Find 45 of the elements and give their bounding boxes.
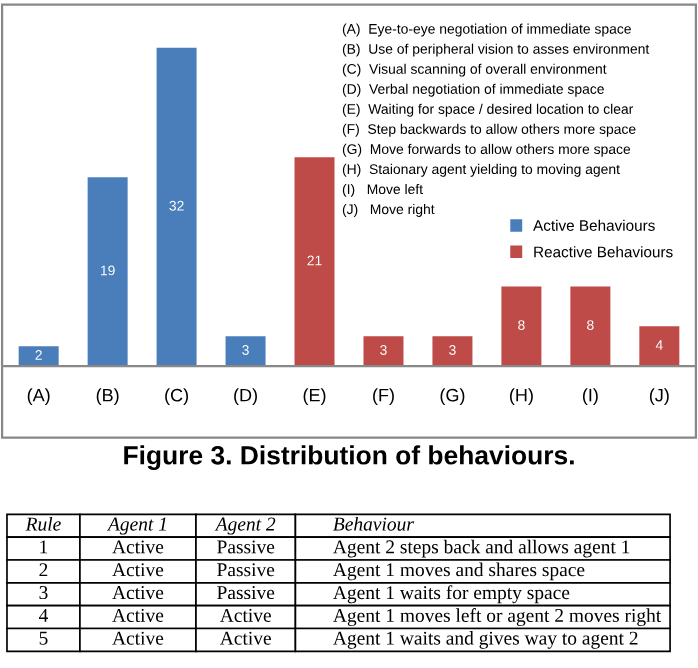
text: 1 — [40, 540, 48, 554]
text: Agent 2 — [214, 517, 276, 535]
text: Active — [112, 540, 164, 554]
bar — [639, 326, 680, 367]
text: 4 — [38, 608, 49, 622]
x-tick-label: (H) — [509, 388, 533, 406]
text: Agent 1 moves left or agent 2 moves right — [333, 608, 662, 627]
text: Agent 1 — [106, 517, 166, 535]
caption: Figure 3. Distribution of behaviours. — [124, 445, 574, 470]
text: 3 — [39, 586, 48, 600]
bar — [432, 336, 473, 367]
text: Passive — [217, 563, 275, 577]
x-tick-label: (C) — [165, 388, 189, 406]
bar — [501, 286, 542, 367]
text: Active — [112, 586, 164, 600]
bar — [156, 47, 197, 367]
x-tick-label: (F) — [373, 388, 394, 406]
text: Passive — [217, 540, 275, 554]
bar — [18, 346, 59, 367]
x-tick-label: (D) — [234, 388, 257, 406]
text: Passive — [217, 586, 275, 600]
text: Behaviour — [333, 516, 414, 531]
text: Active — [112, 631, 164, 645]
x-tick-label: (A) — [27, 388, 50, 406]
text: Agent 1 waits and gives way to agent 2 — [333, 631, 638, 649]
text: 2 — [39, 563, 48, 577]
x-tick-label: (G) — [440, 388, 465, 406]
text: Active — [112, 608, 164, 622]
x-tick-label: (J) — [649, 388, 669, 406]
text: Active — [219, 631, 271, 645]
text: Agent 2 steps back and allows agent 1 — [333, 539, 630, 558]
text: Active — [219, 608, 271, 622]
text: Rule — [25, 516, 61, 531]
text: Active — [112, 563, 164, 577]
text: Agent 1 waits for empty space — [333, 585, 570, 604]
text: Agent 1 moves and shares space — [333, 562, 585, 581]
x-tick-label: (B) — [96, 388, 119, 406]
bar — [225, 336, 266, 367]
bar — [294, 157, 335, 367]
bar — [570, 286, 611, 367]
x-tick-label: (I) — [582, 388, 598, 406]
text: 5 — [39, 631, 48, 645]
x-tick-label: (E) — [303, 388, 326, 406]
bar — [363, 336, 404, 367]
bar — [87, 177, 128, 367]
